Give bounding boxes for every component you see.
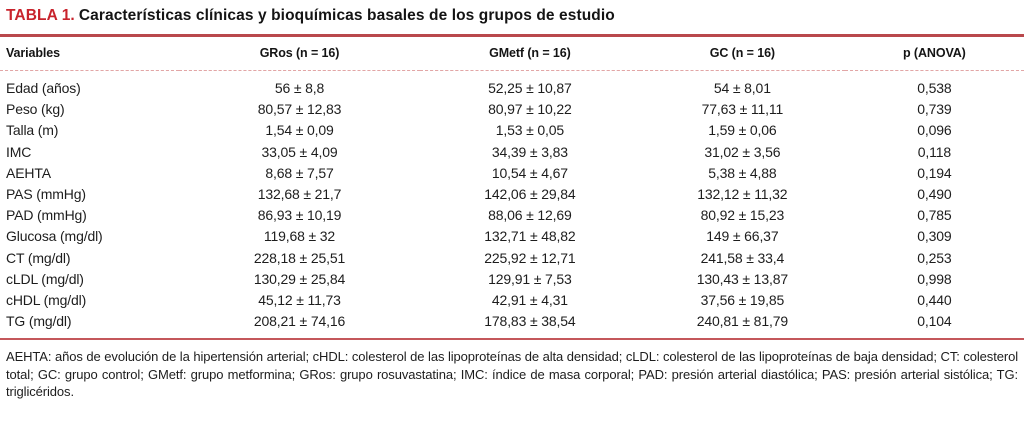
variable-cell: Peso (kg) xyxy=(6,101,65,118)
value-cell: 37,56 ± 19,85 xyxy=(700,291,785,308)
value-cell: 1,54 ± 0,09 xyxy=(265,122,334,139)
column-header-variables: Variables xyxy=(0,37,180,71)
value-cell: 31,02 ± 3,56 xyxy=(704,143,781,160)
table-row: TG (mg/dl) 208,21 ± 74,16 178,83 ± 38,54 24… xyxy=(0,310,1024,338)
variable-cell: TG (mg/dl) xyxy=(6,313,72,330)
table-row: Glucosa (mg/dl) 119,68 ± 32 132,71 ± 48,82… xyxy=(0,226,1024,247)
value-cell: 45,12 ± 11,73 xyxy=(258,291,341,308)
value-cell: 5,38 ± 4,88 xyxy=(708,164,777,181)
value-cell: 132,71 ± 48,82 xyxy=(484,228,576,245)
baseline-characteristics-table: Variables GRos (n = 16) GMetf (n = 16) G… xyxy=(0,37,1024,338)
column-header-p-anova: p (ANOVA) xyxy=(844,37,1024,71)
variable-cell: IMC xyxy=(6,143,32,160)
value-cell: 1,59 ± 0,06 xyxy=(708,122,777,139)
value-cell: 88,06 ± 12,69 xyxy=(488,207,572,224)
value-cell: 10,54 ± 4,67 xyxy=(491,164,568,181)
value-cell: 178,83 ± 38,54 xyxy=(484,313,576,330)
value-cell: 33,05 ± 4,09 xyxy=(261,143,338,160)
value-cell: 54 ± 8,01 xyxy=(713,80,771,96)
value-cell: 86,93 ± 10,19 xyxy=(257,207,342,224)
footnote-divider xyxy=(0,338,1024,341)
value-cell: 80,57 ± 12,83 xyxy=(257,101,342,118)
value-cell: 0,253 xyxy=(917,249,952,266)
variable-cell: cLDL (mg/dl) xyxy=(6,270,84,287)
variable-cell: PAS (mmHg) xyxy=(6,185,86,202)
value-cell: 8,68 ± 7,57 xyxy=(265,164,334,181)
value-cell: 34,39 ± 3,83 xyxy=(491,143,568,160)
value-cell: 241,58 ± 33,4 xyxy=(700,249,785,266)
column-header-gros: GRos (n = 16) xyxy=(179,37,420,71)
value-cell: 130,29 ± 25,84 xyxy=(253,270,346,287)
value-cell: 119,68 ± 32 xyxy=(263,228,336,245)
table-row: IMC 33,05 ± 4,09 34,39 ± 3,83 31,02 ± 3,56 0… xyxy=(0,141,1024,162)
value-cell: 0,490 xyxy=(917,185,952,202)
variable-cell: Talla (m) xyxy=(6,122,59,139)
value-cell: 0,440 xyxy=(917,291,952,308)
table-footnote: AEHTA: años de evolución de la hipertens… xyxy=(6,349,1018,400)
value-cell: 80,97 ± 10,22 xyxy=(488,101,572,118)
value-cell: 240,81 ± 81,79 xyxy=(696,313,788,330)
value-cell: 0,309 xyxy=(917,228,952,245)
title-divider xyxy=(0,34,1024,37)
table-header-row: Variables GRos (n = 16) GMetf (n = 16) G… xyxy=(0,37,1024,71)
value-cell: 0,096 xyxy=(917,122,952,139)
value-cell: 0,118 xyxy=(917,143,951,160)
table-number: TABLA 1. xyxy=(6,7,75,24)
table-title-text: Características clínicas y bioquímicas b… xyxy=(78,7,615,24)
value-cell: 0,104 xyxy=(917,313,952,330)
table-row: AEHTA 8,68 ± 7,57 10,54 ± 4,67 5,38 ± 4,88 0… xyxy=(0,162,1024,183)
value-cell: 228,18 ± 25,51 xyxy=(253,249,346,266)
value-cell: 56 ± 8,8 xyxy=(274,80,325,96)
table-row: cLDL (mg/dl) 130,29 ± 25,84 129,91 ± 7,53 1… xyxy=(0,268,1024,289)
value-cell: 80,92 ± 15,23 xyxy=(700,207,785,224)
variable-cell: cHDL (mg/dl) xyxy=(6,291,87,308)
column-header-gc: GC (n = 16) xyxy=(639,37,845,71)
value-cell: 132,12 ± 11,32 xyxy=(697,185,788,202)
value-cell: 142,06 ± 29,84 xyxy=(484,185,576,202)
value-cell: 130,43 ± 13,87 xyxy=(696,270,788,287)
value-cell: 52,25 ± 10,87 xyxy=(488,80,572,96)
table-title: TABLA 1. Características clínicas y bioqu… xyxy=(0,5,1024,34)
value-cell: 42,91 ± 4,31 xyxy=(491,291,568,308)
value-cell: 149 ± 66,37 xyxy=(706,228,779,245)
value-cell: 0,785 xyxy=(917,207,952,224)
value-cell: 0,739 xyxy=(917,101,952,118)
variable-cell: AEHTA xyxy=(6,164,51,181)
variable-cell: CT (mg/dl) xyxy=(6,249,71,266)
table-row: Talla (m) 1,54 ± 0,09 1,53 ± 0,05 1,59 ± 0,… xyxy=(0,120,1024,141)
value-cell: 208,21 ± 74,16 xyxy=(253,313,346,330)
table-row: Edad (años) 56 ± 8,8 52,25 ± 10,87 54 ± 8,0… xyxy=(0,71,1024,99)
value-cell: 225,92 ± 12,71 xyxy=(484,249,576,266)
value-cell: 77,63 ± 11,11 xyxy=(701,101,784,118)
table-row: PAS (mmHg) 132,68 ± 21,7 142,06 ± 29,84 132… xyxy=(0,183,1024,204)
value-cell: 1,53 ± 0,05 xyxy=(495,122,565,139)
value-cell: 0,194 xyxy=(917,164,952,181)
table-row: Peso (kg) 80,57 ± 12,83 80,97 ± 10,22 77,63… xyxy=(0,99,1024,120)
column-header-gmetf: GMetf (n = 16) xyxy=(419,37,640,71)
value-cell: 132,68 ± 21,7 xyxy=(257,185,342,202)
variable-cell: Glucosa (mg/dl) xyxy=(6,228,103,245)
value-cell: 129,91 ± 7,53 xyxy=(488,270,572,287)
variable-cell: Edad (años) xyxy=(6,80,81,96)
table-row: PAD (mmHg) 86,93 ± 10,19 88,06 ± 12,69 80,9… xyxy=(0,205,1024,226)
value-cell: 0,998 xyxy=(917,270,952,287)
table-body: Edad (años) 56 ± 8,8 52,25 ± 10,87 54 ± 8,0… xyxy=(0,71,1024,339)
value-cell: 0,538 xyxy=(917,80,952,96)
variable-cell: PAD (mmHg) xyxy=(6,207,87,224)
table-row: CT (mg/dl) 228,18 ± 25,51 225,92 ± 12,71 24… xyxy=(0,247,1024,268)
table-row: cHDL (mg/dl) 45,12 ± 11,73 42,91 ± 4,31 37,… xyxy=(0,289,1024,310)
